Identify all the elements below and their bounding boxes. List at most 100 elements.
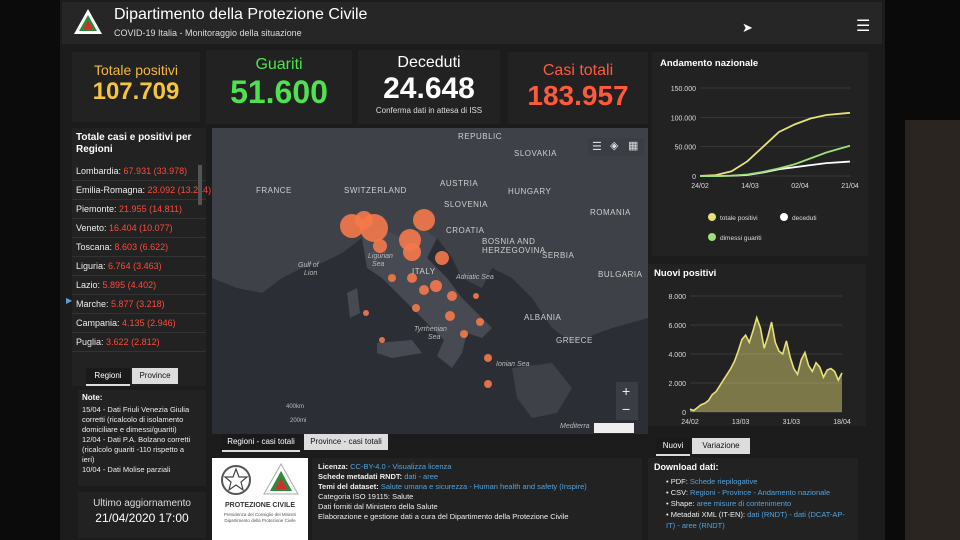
map-label-albania: ALBANIA — [524, 313, 562, 322]
footer-logo-line2: Dipartimento della Protezione Civile — [224, 518, 296, 523]
tab-regioni-casi-totali[interactable]: Regioni - casi totali — [222, 434, 300, 452]
note-line: 10/04 - Dati Molise parziali — [82, 465, 171, 474]
tab-nuovi[interactable]: Nuovi — [656, 438, 690, 456]
region-row[interactable]: Emilia-Romagna: 23.092 (13.244) — [72, 181, 211, 200]
license-value-link[interactable]: CC-BY-4.0 - — [350, 462, 391, 471]
xml-link[interactable]: dati (RNDT) - dati (DCAT-AP-IT) - aree (… — [666, 510, 845, 530]
map-label-tyrrhenian-sea: Sea — [428, 334, 441, 341]
pdf-link[interactable]: Schede riepilogative — [689, 477, 758, 486]
note-line: 12/04 - Dati P.A. Bolzano corretti — [82, 435, 191, 444]
csv-link[interactable]: Regioni - Province - Andamento nazionale — [690, 488, 831, 497]
tab-variazione[interactable]: Variazione — [692, 438, 750, 454]
map-case-bubble[interactable] — [407, 273, 417, 283]
map-toolbar: ☰ ◈ ▦ — [588, 138, 644, 156]
region-row[interactable]: Toscana: 8.603 (6.622) — [72, 238, 206, 257]
last-update-label: Ultimo aggiornamento — [93, 498, 191, 509]
zoom-in-button[interactable]: + — [622, 383, 631, 399]
map-case-bubble[interactable] — [403, 243, 421, 261]
kpi-value: 107.709 — [92, 78, 180, 105]
layers-icon[interactable]: ◈ — [610, 140, 619, 152]
region-row[interactable]: Lazio: 5.895 (4.402) — [72, 276, 206, 295]
map-case-bubble[interactable] — [412, 304, 420, 312]
kpi-totale-positivi: Totale positivi 107.709 — [72, 52, 200, 122]
kpi-value: 51.600 — [230, 74, 328, 110]
map-label-tyrrhenian: Tyrrhenian — [414, 326, 447, 333]
region-row[interactable]: Lombardia: 67.931 (33.978) — [72, 162, 206, 181]
shape-link[interactable]: aree misure di contenimento — [696, 499, 792, 508]
download-title: Download dati: — [654, 462, 719, 472]
regions-scrollbar[interactable] — [198, 165, 202, 205]
map-case-bubble[interactable] — [430, 280, 442, 292]
region-row[interactable]: Puglia: 3.622 (2.812) — [72, 333, 206, 352]
chart1-legend-marker — [708, 233, 716, 241]
kpi-deceduti: Deceduti 24.648 Conferma dati in attesa … — [358, 50, 500, 124]
region-total: 6.764 — [108, 261, 131, 271]
map-case-bubble[interactable] — [447, 291, 457, 301]
map-panel[interactable]: FRANCE SWITZERLAND AUSTRIA HUNGARY SLOVA… — [212, 128, 648, 434]
list-icon[interactable]: ☰ — [592, 141, 602, 153]
tab-province[interactable]: Province — [132, 368, 178, 384]
chart-andamento-title: Andamento nazionale — [660, 58, 759, 69]
mouse-cursor-icon: ➤ — [742, 20, 753, 35]
region-row[interactable]: Liguria: 6.764 (3.463) — [72, 257, 206, 276]
dataset-themes-link[interactable]: Salute umana e sicurezza - Human health … — [380, 482, 587, 491]
map-case-bubble[interactable] — [473, 293, 479, 299]
kpi-value: 24.648 — [383, 72, 475, 105]
map-case-bubble[interactable] — [363, 310, 369, 316]
hamburger-menu-icon[interactable]: ☰ — [856, 18, 871, 35]
chart2-x-tick: 13/03 — [732, 419, 750, 426]
view-license-link[interactable]: Visualizza licenza — [392, 462, 452, 471]
expand-arrow-icon[interactable]: ▶ — [66, 296, 73, 305]
rndt-metadata-link[interactable]: dati - aree — [404, 472, 439, 481]
notes-panel: Note: 15/04 - Dati Friuli Venezia Giulia… — [78, 390, 206, 486]
map-label-hungary: HUNGARY — [508, 187, 552, 196]
region-name: Campania: — [76, 318, 120, 328]
chart1-y-tick: 50.000 — [675, 145, 697, 152]
map-label-ionian: Ionian Sea — [496, 361, 530, 368]
protezione-civile-logo — [74, 9, 102, 34]
chart1-legend-label: dimessi guariti — [720, 235, 762, 242]
footer-logo-line1: Presidenza del Consiglio dei Ministri — [223, 512, 297, 517]
note-line: 15/04 - Dati Friuli Venezia Giulia — [82, 405, 190, 414]
app-subtitle: COVID-19 Italia - Monitoraggio della sit… — [114, 28, 302, 38]
region-positive: (10.077) — [139, 223, 173, 233]
map-case-bubble[interactable] — [476, 318, 484, 326]
tab-regioni[interactable]: Regioni — [86, 368, 130, 386]
region-positive: (2.946) — [147, 318, 176, 328]
map-case-bubble[interactable] — [484, 354, 492, 362]
protezione-civile-footer-logo — [263, 462, 299, 495]
region-row[interactable]: Marche: 5.877 (3.218) — [72, 295, 206, 314]
note-line: domiciliare e dimessi/guariti) — [82, 425, 177, 434]
iso-category: Categoria ISO 19115: Salute — [318, 492, 414, 501]
map-case-bubble[interactable] — [340, 214, 364, 238]
regions-panel: Totale casi e positivi per Regioni Lomba… — [72, 128, 211, 386]
zoom-out-button[interactable]: − — [622, 401, 631, 417]
kpi-label: Totale positivi — [93, 62, 179, 78]
rndt-metadata-label: Schede metadati RNDT: — [318, 472, 403, 481]
regions-list[interactable]: Lombardia: 67.931 (33.978) Emilia-Romagna… — [72, 162, 211, 352]
region-row[interactable]: Campania: 4.135 (2.946) — [72, 314, 206, 333]
map-label-switzerland: SWITZERLAND — [344, 186, 407, 195]
map-case-bubble[interactable] — [419, 285, 429, 295]
map-case-bubble[interactable] — [484, 380, 492, 388]
region-positive: (33.978) — [153, 166, 188, 176]
chart-nuovi-panel: Nuovi positivi 0 2.000 4.000 6.000 8.000 24/0… — [648, 264, 866, 426]
region-row[interactable]: Veneto: 16.404 (10.077) — [72, 219, 206, 238]
map-case-bubble[interactable] — [435, 251, 449, 265]
region-row[interactable]: Piemonte: 21.955 (14.811) — [72, 200, 206, 219]
chart1-y-tick: 0 — [692, 174, 696, 181]
kpi-guariti: Guariti 51.600 — [206, 50, 352, 124]
map-case-bubble[interactable] — [379, 337, 385, 343]
map-case-bubble[interactable] — [445, 311, 455, 321]
chart1-legend-marker — [708, 213, 716, 221]
map-case-bubble[interactable] — [460, 330, 468, 338]
tab-province-casi-totali[interactable]: Province - casi totali — [304, 434, 388, 450]
map-case-bubble[interactable] — [373, 239, 387, 253]
regions-panel-title: Totale casi e positivi per Regioni — [76, 132, 192, 155]
qr-code-icon[interactable]: ▦ — [628, 140, 639, 152]
map-label-bulgaria: BULGARIA — [598, 270, 643, 279]
map-case-bubble[interactable] — [388, 274, 396, 282]
map-canvas[interactable] — [212, 128, 648, 434]
map-case-bubble[interactable] — [413, 209, 435, 231]
download-panel: Download dati: • PDF: Schede riepilogati… — [648, 458, 858, 540]
